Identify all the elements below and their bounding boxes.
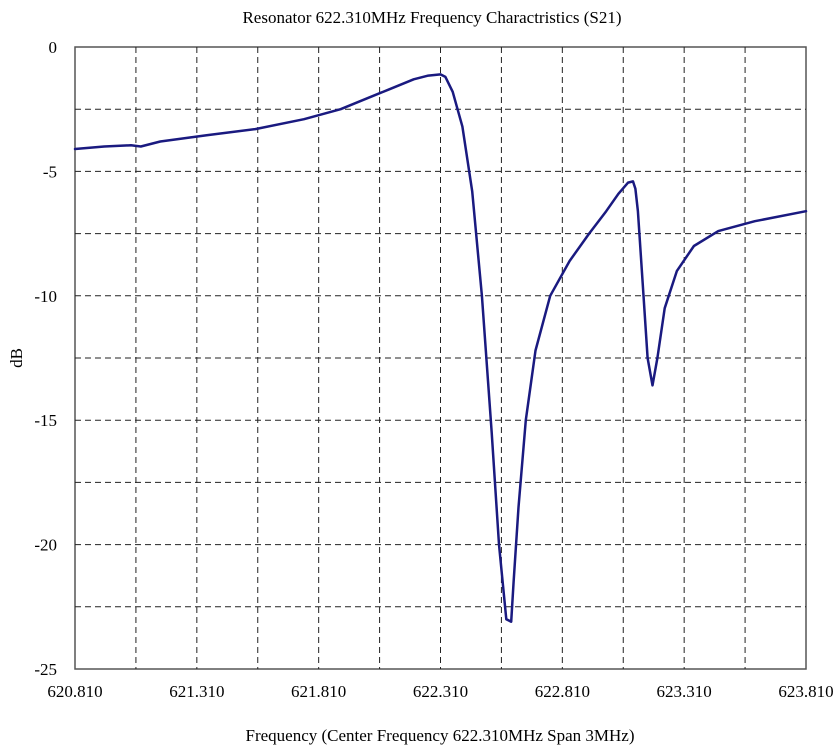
x-tick-label: 621.310 [169,682,224,701]
x-axis-label: Frequency (Center Frequency 622.310MHz S… [245,726,634,745]
x-tick-label: 622.310 [413,682,468,701]
grid-layer [75,47,806,669]
y-tick-label: -20 [34,536,57,555]
y-tick-label: -15 [34,411,57,430]
y-tick-label: 0 [49,38,58,57]
y-tick-label: -10 [34,287,57,306]
x-tick-label: 623.310 [657,682,712,701]
x-tick-label: 623.810 [778,682,833,701]
x-tick-label: 621.810 [291,682,346,701]
y-axis-label: dB [7,348,26,368]
series-layer [73,73,808,623]
y-tick-label: -25 [34,660,57,679]
chart-title: Resonator 622.310MHz Frequency Charactri… [242,8,621,27]
y-tick-label: -5 [43,162,57,181]
x-tick-label: 622.810 [535,682,590,701]
x-tick-label: 620.810 [47,682,102,701]
tick-layer: 620.810 621.310 621.810 622.310 622.810 623.3… [34,38,833,701]
series-line [73,73,808,623]
